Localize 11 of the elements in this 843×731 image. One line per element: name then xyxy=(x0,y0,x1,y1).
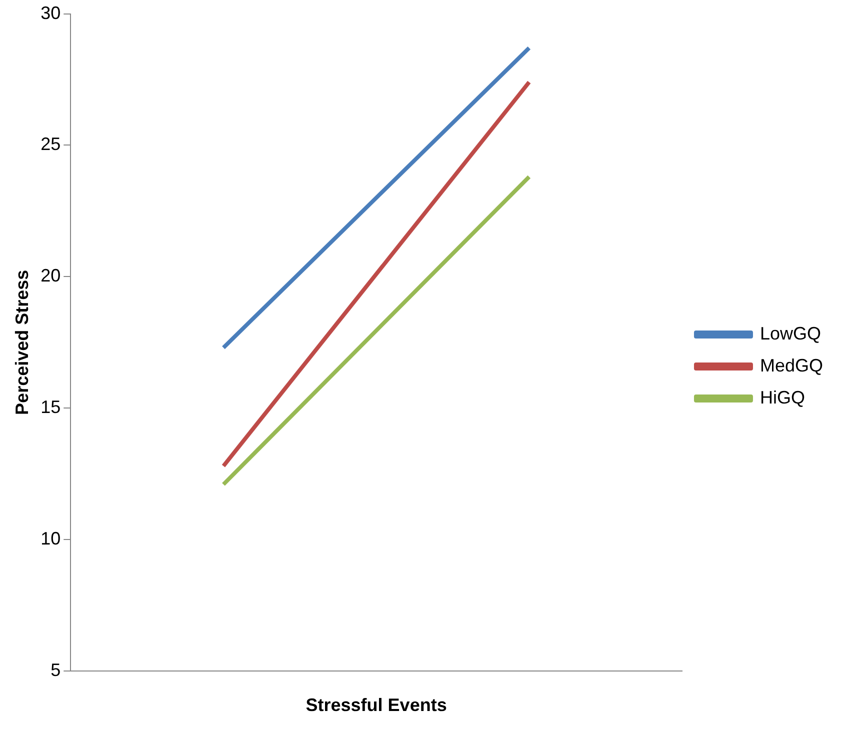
legend-label: HiGQ xyxy=(760,387,805,408)
legend-label: LowGQ xyxy=(760,323,822,344)
y-tick-label: 25 xyxy=(40,134,61,154)
y-tick-label: 10 xyxy=(40,528,61,549)
y-tick-label: 30 xyxy=(40,2,61,23)
legend-label: MedGQ xyxy=(760,355,824,376)
y-tick-label: 20 xyxy=(40,266,61,286)
y-tick-label: 5 xyxy=(50,660,61,680)
y-tick-label: 15 xyxy=(40,397,61,418)
y-axis-title: Perceived Stress xyxy=(12,270,32,415)
x-axis-title: Stressful Events xyxy=(306,695,447,716)
